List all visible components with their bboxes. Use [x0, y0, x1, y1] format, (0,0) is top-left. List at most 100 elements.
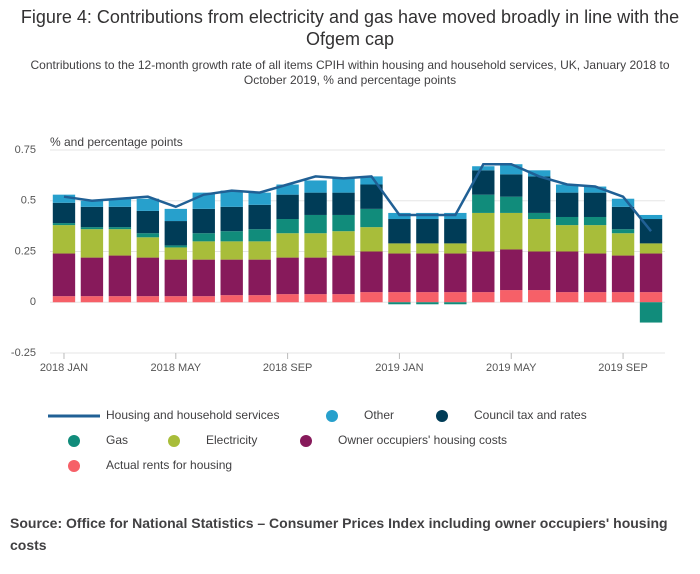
bar-segment	[276, 294, 299, 303]
legend-label: Gas	[106, 433, 128, 447]
bar-segment	[164, 208, 187, 222]
y-tick-label: 0.75	[15, 144, 36, 156]
bar-segment	[388, 219, 411, 244]
bar-segment	[500, 212, 523, 250]
bar-segment	[332, 231, 355, 256]
bar-segment	[500, 249, 523, 291]
bar-segment	[583, 192, 607, 217]
bar-segment	[304, 180, 327, 193]
bar-segment	[500, 174, 523, 197]
bar-segment	[388, 253, 411, 293]
bar-segment	[52, 225, 76, 254]
bar-segment	[192, 259, 215, 297]
legend-swatch	[436, 410, 448, 422]
bar-segment	[528, 290, 551, 303]
bar-segment	[332, 192, 355, 215]
bar-segment	[611, 229, 635, 234]
bar-segment	[220, 259, 243, 296]
bar-segment	[416, 219, 439, 244]
bar-segment	[164, 221, 187, 246]
bar-segment	[108, 229, 132, 256]
bar-segment	[444, 243, 467, 254]
bar-segment	[332, 294, 355, 303]
bar-segment	[276, 184, 299, 195]
bar-segment	[555, 251, 579, 293]
source-note: Source: Office for National Statistics –…	[10, 515, 668, 553]
bar-segment	[220, 231, 243, 242]
bar-segment	[136, 296, 160, 303]
bar-segment	[80, 206, 104, 228]
legend-label: Housing and household services	[106, 408, 279, 422]
bar-segment	[304, 214, 327, 234]
bar-segment	[611, 255, 635, 293]
x-tick-label: 2018 MAY	[151, 362, 202, 374]
bar-segment	[52, 253, 76, 297]
bar-segment	[304, 257, 327, 295]
bar-segment	[500, 164, 523, 175]
x-tick-label: 2018 SEP	[263, 362, 313, 374]
bar-segment	[528, 219, 551, 252]
bar-segment	[360, 292, 383, 303]
x-tick-label: 2019 MAY	[486, 362, 537, 374]
bar-segment	[220, 206, 243, 232]
bar-segment	[304, 233, 327, 258]
bar-segment	[220, 295, 243, 303]
bar-segment	[164, 247, 187, 260]
bar-segment	[108, 227, 132, 230]
bar-segment	[248, 192, 271, 205]
bar-segment	[611, 206, 635, 230]
bar-segment	[639, 214, 663, 220]
bar-segment	[276, 257, 299, 295]
legend-swatch	[68, 460, 80, 472]
bar-segment	[416, 243, 439, 254]
chart-subtitle: Contributions to the 12-month growth rat…	[30, 58, 670, 87]
bar-segment	[332, 178, 355, 193]
bar-segment	[416, 292, 439, 303]
bar-segment	[416, 253, 439, 293]
bar-segment	[332, 214, 355, 232]
bar-segment	[136, 198, 160, 211]
bar-segment	[108, 255, 132, 297]
bar-segment	[555, 192, 579, 217]
bar-segment	[248, 229, 271, 242]
legend-swatch	[300, 435, 312, 447]
bar-segment	[472, 251, 495, 293]
bar-segment	[583, 186, 607, 193]
bar-segment	[52, 202, 76, 224]
bar-segment	[136, 237, 160, 258]
bar-segment	[472, 292, 495, 303]
bar-segment	[472, 194, 495, 213]
bar-segment	[304, 294, 327, 303]
y-tick-label: -0.25	[11, 347, 36, 359]
bar-segment	[611, 198, 635, 207]
bar-segment	[472, 170, 495, 195]
bar-segment	[332, 255, 355, 295]
bar-segment	[136, 233, 160, 238]
legend-label: Other	[364, 408, 394, 422]
bar-segment	[360, 251, 383, 293]
bar-segment	[583, 216, 607, 226]
bar-segment	[360, 227, 383, 252]
bar-segment	[248, 259, 271, 296]
bar-segment	[528, 176, 551, 213]
y-tick-label: 0.25	[15, 245, 36, 257]
bar-segment	[52, 223, 76, 226]
bar-segment	[360, 184, 383, 209]
bar-segment	[220, 241, 243, 260]
bar-segment	[528, 170, 551, 177]
bar-segment	[164, 296, 187, 303]
bar-segment	[555, 225, 579, 252]
bar-segment	[528, 212, 551, 220]
bar-segment	[360, 176, 383, 185]
bar-segment	[80, 229, 104, 258]
bar-segment	[108, 296, 132, 303]
legend-swatch	[326, 410, 338, 422]
bar-segment	[583, 253, 607, 293]
bar-segment	[555, 216, 579, 226]
bar-segment	[136, 257, 160, 297]
bar-segment	[555, 184, 579, 193]
bar-segment	[416, 302, 439, 305]
bar-segment	[192, 233, 215, 242]
bar-segment	[52, 194, 76, 203]
